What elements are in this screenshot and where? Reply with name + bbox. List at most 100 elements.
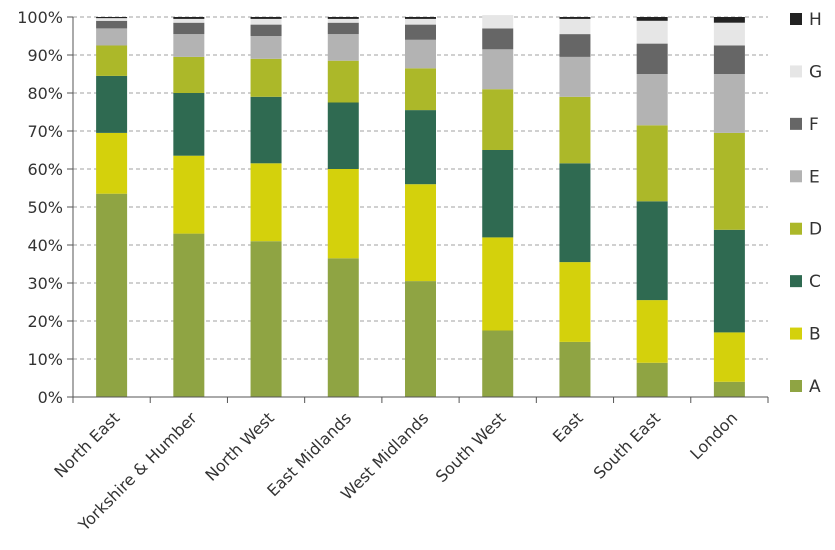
y-axis-ticks: 0% 10% 20% 30% 40% 50% 60% 70% 80% 90% 100% bbox=[17, 8, 73, 407]
legend-swatch-h bbox=[790, 13, 802, 25]
bar-segment-f bbox=[173, 22, 205, 35]
bar-segment-d bbox=[713, 132, 745, 230]
bar-segment-a bbox=[636, 362, 668, 397]
bar-segment-g bbox=[636, 20, 668, 44]
y-tick-label: 20% bbox=[27, 312, 63, 331]
y-tick-label: 90% bbox=[27, 46, 63, 65]
legend-label-a: A bbox=[809, 377, 821, 397]
bar-segment-h bbox=[713, 17, 745, 23]
bar-segment-h bbox=[327, 17, 359, 19]
bar-segment-d bbox=[327, 60, 359, 103]
bar-segment-b bbox=[405, 184, 436, 282]
bar-segment-b bbox=[173, 155, 205, 234]
bar-segment-f bbox=[636, 43, 668, 74]
x-category-label: London bbox=[686, 408, 741, 463]
legend-swatch-g bbox=[790, 65, 802, 78]
bar-segment-g bbox=[327, 18, 359, 23]
bar-segment-d bbox=[173, 56, 205, 93]
legend-label-d: D bbox=[809, 220, 822, 240]
bar-segment-c bbox=[173, 93, 205, 156]
bar-segment-h bbox=[173, 17, 205, 19]
y-tick-label: 70% bbox=[27, 122, 63, 141]
bar-segment-d bbox=[559, 96, 591, 164]
y-tick-label: 10% bbox=[27, 350, 63, 369]
bars bbox=[96, 15, 745, 397]
y-tick-label: 60% bbox=[27, 160, 63, 179]
bar-segment-a bbox=[327, 258, 359, 397]
legend-label-b: B bbox=[809, 325, 821, 345]
y-tick-label: 80% bbox=[27, 84, 63, 103]
bar-segment-a bbox=[482, 330, 514, 397]
bar-segment-h bbox=[559, 17, 591, 19]
bar-segment-g bbox=[559, 18, 591, 35]
bar-segment-a bbox=[250, 241, 282, 397]
legend-swatch-c bbox=[790, 275, 802, 288]
legend-label-c: C bbox=[809, 272, 821, 292]
bar-segment-e bbox=[713, 74, 745, 133]
legend-label-g: G bbox=[809, 62, 822, 82]
bar-segment-e bbox=[250, 36, 282, 59]
bar-segment-d bbox=[250, 58, 282, 97]
bar-segment-c bbox=[559, 163, 591, 263]
bar-segment-c bbox=[250, 96, 282, 164]
bar-segment-h bbox=[636, 17, 668, 21]
legend-swatch-f bbox=[790, 117, 802, 130]
legend-swatch-b bbox=[790, 327, 802, 340]
bar-segment-g bbox=[173, 18, 205, 23]
x-category-label: North West bbox=[201, 408, 277, 484]
bar-segment-f bbox=[327, 22, 359, 35]
bar-segment-g bbox=[96, 18, 128, 21]
x-category-label: South East bbox=[590, 408, 664, 482]
bar-segment-f bbox=[713, 45, 745, 74]
bar-segment-b bbox=[96, 132, 128, 194]
bar-segment-h bbox=[250, 17, 282, 19]
bar-segment-f bbox=[405, 24, 436, 40]
bar-segment-g bbox=[250, 18, 282, 25]
bar-segment-b bbox=[713, 332, 745, 382]
bar-segment-b bbox=[482, 237, 514, 331]
bar-segment-e bbox=[482, 49, 514, 90]
bar-segment-g bbox=[405, 18, 436, 25]
bar-segment-d bbox=[405, 68, 436, 111]
bar-segment-a bbox=[173, 233, 205, 397]
y-tick-label: 0% bbox=[38, 388, 63, 407]
bar-segment-e bbox=[96, 28, 128, 46]
x-category-label: East bbox=[549, 408, 587, 446]
bar-segment-a bbox=[559, 341, 591, 397]
bar-segment-c bbox=[327, 102, 359, 169]
legend: H G F E D C B A bbox=[790, 10, 822, 397]
bar-segment-e bbox=[405, 39, 436, 69]
bar-segment-g bbox=[713, 22, 745, 46]
bar-segment-e bbox=[559, 56, 591, 97]
x-category-label: South West bbox=[432, 408, 510, 486]
bar-segment-a bbox=[96, 193, 128, 397]
bar-segment-b bbox=[250, 163, 282, 242]
y-tick-label: 50% bbox=[27, 198, 63, 217]
legend-label-e: E bbox=[809, 167, 820, 187]
bar-segment-e bbox=[636, 74, 668, 126]
bar-segment-d bbox=[482, 89, 514, 150]
bar-segment-f bbox=[96, 20, 128, 29]
bar-segment-d bbox=[96, 45, 128, 76]
bar-segment-b bbox=[636, 300, 668, 363]
legend-swatch-a bbox=[790, 380, 802, 392]
y-tick-label: 100% bbox=[17, 8, 63, 27]
y-tick-label: 40% bbox=[27, 236, 63, 255]
legend-label-h: H bbox=[809, 10, 822, 30]
bar-segment-b bbox=[559, 262, 591, 342]
bar-segment-f bbox=[250, 24, 282, 36]
bar-segment-c bbox=[482, 150, 514, 238]
bar-segment-c bbox=[405, 110, 436, 185]
bar-segment-h bbox=[405, 17, 436, 19]
bar-segment-a bbox=[713, 381, 745, 397]
bar-segment-d bbox=[636, 125, 668, 202]
legend-label-f: F bbox=[809, 115, 819, 135]
bar-segment-c bbox=[96, 75, 128, 133]
y-tick-label: 30% bbox=[27, 274, 63, 293]
axes bbox=[72, 17, 769, 403]
legend-swatch-d bbox=[790, 222, 802, 235]
bar-segment-c bbox=[636, 201, 668, 301]
legend-swatch-e bbox=[790, 170, 802, 183]
